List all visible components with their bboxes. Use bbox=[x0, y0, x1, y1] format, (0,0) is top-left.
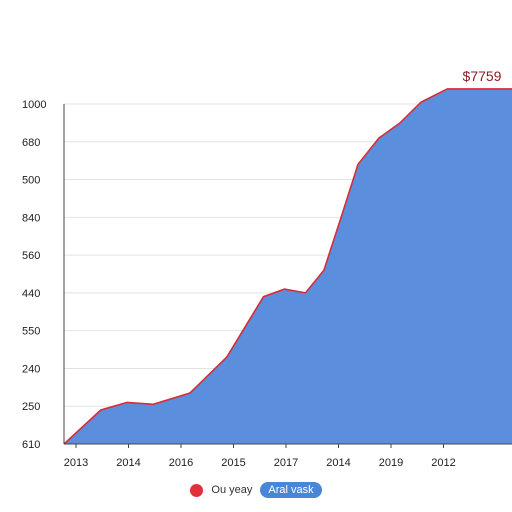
x-tick-labels: 2013 2014 2016 2015 2017 2014 2019 2012 bbox=[64, 444, 456, 469]
x-tick-label: 2014 bbox=[326, 457, 350, 469]
x-tick-label: 2017 bbox=[274, 457, 298, 469]
x-tick-label: 2014 bbox=[116, 457, 140, 469]
legend-label-1: Ou yeay bbox=[211, 484, 253, 496]
y-tick-label: 1000 bbox=[22, 99, 46, 111]
legend-label-2: Aral vask bbox=[260, 482, 322, 498]
y-tick-label: 840 bbox=[22, 212, 40, 224]
series-line bbox=[63, 88, 512, 445]
x-tick-label: 2012 bbox=[431, 457, 455, 469]
x-tick-label: 2015 bbox=[221, 457, 245, 469]
peak-annotation: $7759 bbox=[463, 68, 502, 84]
y-tick-labels: 610 250 240 550 440 560 840 500 680 1000 bbox=[22, 99, 46, 451]
y-tick-label: 550 bbox=[22, 326, 40, 338]
legend-dot-icon bbox=[190, 483, 204, 497]
x-tick-label: 2016 bbox=[169, 457, 193, 469]
y-tick-label: 240 bbox=[22, 363, 40, 375]
x-tick-label: 2013 bbox=[64, 457, 88, 469]
x-tick-label: 2019 bbox=[379, 457, 403, 469]
area-fill bbox=[64, 88, 512, 445]
y-tick-label: 440 bbox=[22, 288, 40, 300]
area-fade bbox=[470, 88, 512, 444]
y-tick-label: 680 bbox=[22, 137, 40, 149]
y-tick-label: 500 bbox=[22, 175, 40, 187]
y-tick-label: 610 bbox=[22, 439, 40, 451]
legend: Ou yeay Aral vask bbox=[0, 480, 512, 500]
y-tick-label: 560 bbox=[22, 250, 40, 262]
gridlines bbox=[64, 103, 512, 407]
y-tick-label: 250 bbox=[22, 401, 40, 413]
